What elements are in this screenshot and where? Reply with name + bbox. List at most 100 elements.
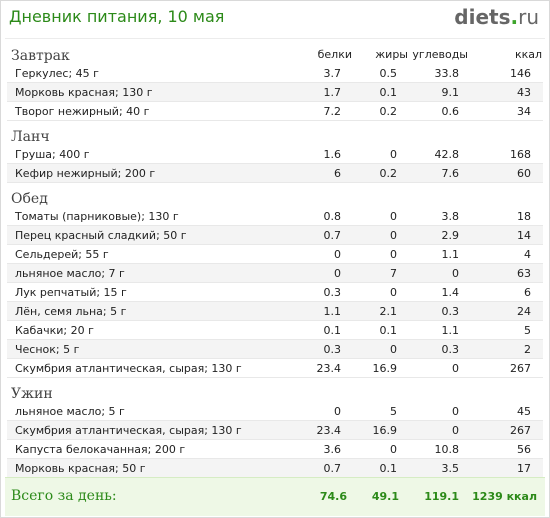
food-name: Морковь красная; 130 г [7,82,283,102]
food-proteins: 0.7 [283,458,353,478]
food-row[interactable]: Лук репчатый; 15 г 0.3 0 1.4 6 [7,282,543,302]
food-carbs: 3.8 [409,207,469,226]
food-carbs: 1.4 [409,282,469,302]
food-carbs: 0 [409,402,469,421]
total-fats: 49.1 [371,490,399,503]
food-fats: 0 [353,145,409,164]
food-row[interactable]: Морковь красная; 130 г 1.7 0.1 9.1 43 [7,82,543,102]
food-proteins: 0 [283,244,353,264]
food-name: Лук репчатый; 15 г [7,282,283,302]
food-row[interactable]: Скумбрия атлантическая, сырая; 130 г 23.4… [7,420,543,440]
meal-name: Ужин [11,386,53,402]
food-row[interactable]: Чеснок; 5 г 0.3 0 0.3 2 [7,339,543,359]
food-proteins: 7.2 [283,101,353,121]
food-kcal: 6 [469,282,543,302]
total-kcal: 1239 ккал [472,490,537,503]
food-name: Перец красный сладкий; 50 г [7,225,283,245]
logo-tld: ru [518,5,539,29]
food-name: Сельдерей; 55 г [7,244,283,264]
food-proteins: 0.8 [283,207,353,226]
food-table-body: Завтрак белки жиры углеводы ккал Геркуле… [7,44,543,478]
food-fats: 0 [353,282,409,302]
diets-logo[interactable]: diets.ru [454,5,539,29]
food-carbs: 10.8 [409,439,469,459]
food-fats: 16.9 [353,420,409,440]
meal-name: Обед [11,191,48,207]
meal-header-row: Ужин [7,382,543,402]
food-proteins: 1.6 [283,145,353,164]
food-carbs: 33.8 [409,64,469,83]
food-fats: 0 [353,244,409,264]
food-row[interactable]: Творог нежирный; 40 г 7.2 0.2 0.6 34 [7,101,543,121]
food-kcal: 267 [469,420,543,440]
food-row[interactable]: Кефир нежирный; 200 г 6 0.2 7.6 60 [7,163,543,183]
food-kcal: 146 [469,64,543,83]
column-fats: жиры [375,47,408,61]
food-kcal: 60 [469,163,543,183]
food-row[interactable]: Скумбрия атлантическая, сырая; 130 г 23.4… [7,358,543,378]
food-carbs: 9.1 [409,82,469,102]
food-fats: 0.1 [353,82,409,102]
header-divider [5,38,545,39]
food-row[interactable]: Морковь красная; 50 г 0.7 0.1 3.5 17 [7,458,543,478]
food-fats: 0 [353,439,409,459]
food-proteins: 0.3 [283,282,353,302]
food-name: Капуста белокачанная; 200 г [7,439,283,459]
food-table-wrap: Завтрак белки жиры углеводы ккал Геркуле… [7,44,543,478]
food-proteins: 6 [283,163,353,183]
food-row[interactable]: Сельдерей; 55 г 0 0 1.1 4 [7,244,543,264]
page-title: Дневник питания, 10 мая [9,7,225,26]
food-row[interactable]: Томаты (парниковые); 130 г 0.8 0 3.8 18 [7,207,543,226]
total-proteins: 74.6 [319,490,347,503]
food-name: льняное масло; 7 г [7,263,283,283]
header: Дневник питания, 10 мая diets.ru [1,1,549,37]
food-proteins: 23.4 [283,358,353,378]
food-carbs: 0.3 [409,301,469,321]
food-name: Томаты (парниковые); 130 г [7,207,283,226]
food-kcal: 168 [469,145,543,164]
meal-name: Завтрак [11,48,70,64]
food-fats: 7 [353,263,409,283]
food-name: Творог нежирный; 40 г [7,101,283,121]
food-kcal: 45 [469,402,543,421]
food-proteins: 3.7 [283,64,353,83]
food-proteins: 23.4 [283,420,353,440]
food-carbs: 2.9 [409,225,469,245]
logo-name: diets [454,5,511,29]
food-row[interactable]: Лён, семя льна; 5 г 1.1 2.1 0.3 24 [7,301,543,321]
food-name: Кефир нежирный; 200 г [7,163,283,183]
food-fats: 5 [353,402,409,421]
food-kcal: 43 [469,82,543,102]
food-fats: 0.1 [353,320,409,340]
food-name: Лён, семя льна; 5 г [7,301,283,321]
food-row[interactable]: льняное масло; 7 г 0 7 0 63 [7,263,543,283]
food-carbs: 7.6 [409,163,469,183]
food-row[interactable]: Капуста белокачанная; 200 г 3.6 0 10.8 56 [7,439,543,459]
food-kcal: 14 [469,225,543,245]
food-table: Завтрак белки жиры углеводы ккал Геркуле… [7,44,543,478]
food-fats: 0 [353,339,409,359]
food-proteins: 3.6 [283,439,353,459]
food-row[interactable]: Перец красный сладкий; 50 г 0.7 0 2.9 14 [7,225,543,245]
food-proteins: 1.1 [283,301,353,321]
food-carbs: 0.3 [409,339,469,359]
food-name: Скумбрия атлантическая, сырая; 130 г [7,420,283,440]
food-kcal: 17 [469,458,543,478]
food-row[interactable]: Кабачки; 20 г 0.1 0.1 1.1 5 [7,320,543,340]
food-fats: 16.9 [353,358,409,378]
food-name: Кабачки; 20 г [7,320,283,340]
food-proteins: 0.3 [283,339,353,359]
food-name: льняное масло; 5 г [7,402,283,421]
food-row[interactable]: Геркулес; 45 г 3.7 0.5 33.8 146 [7,64,543,83]
food-name: Скумбрия атлантическая, сырая; 130 г [7,358,283,378]
food-row[interactable]: Груша; 400 г 1.6 0 42.8 168 [7,145,543,164]
meal-header-row: Завтрак белки жиры углеводы ккал [7,44,543,65]
logo-dot: . [510,5,519,29]
food-fats: 0 [353,225,409,245]
food-row[interactable]: льняное масло; 5 г 0 5 0 45 [7,402,543,421]
food-carbs: 1.1 [409,320,469,340]
column-carbs: углеводы [412,47,468,61]
meal-header-row: Ланч [7,125,543,145]
meal-name: Ланч [11,129,50,145]
food-name: Геркулес; 45 г [7,64,283,83]
